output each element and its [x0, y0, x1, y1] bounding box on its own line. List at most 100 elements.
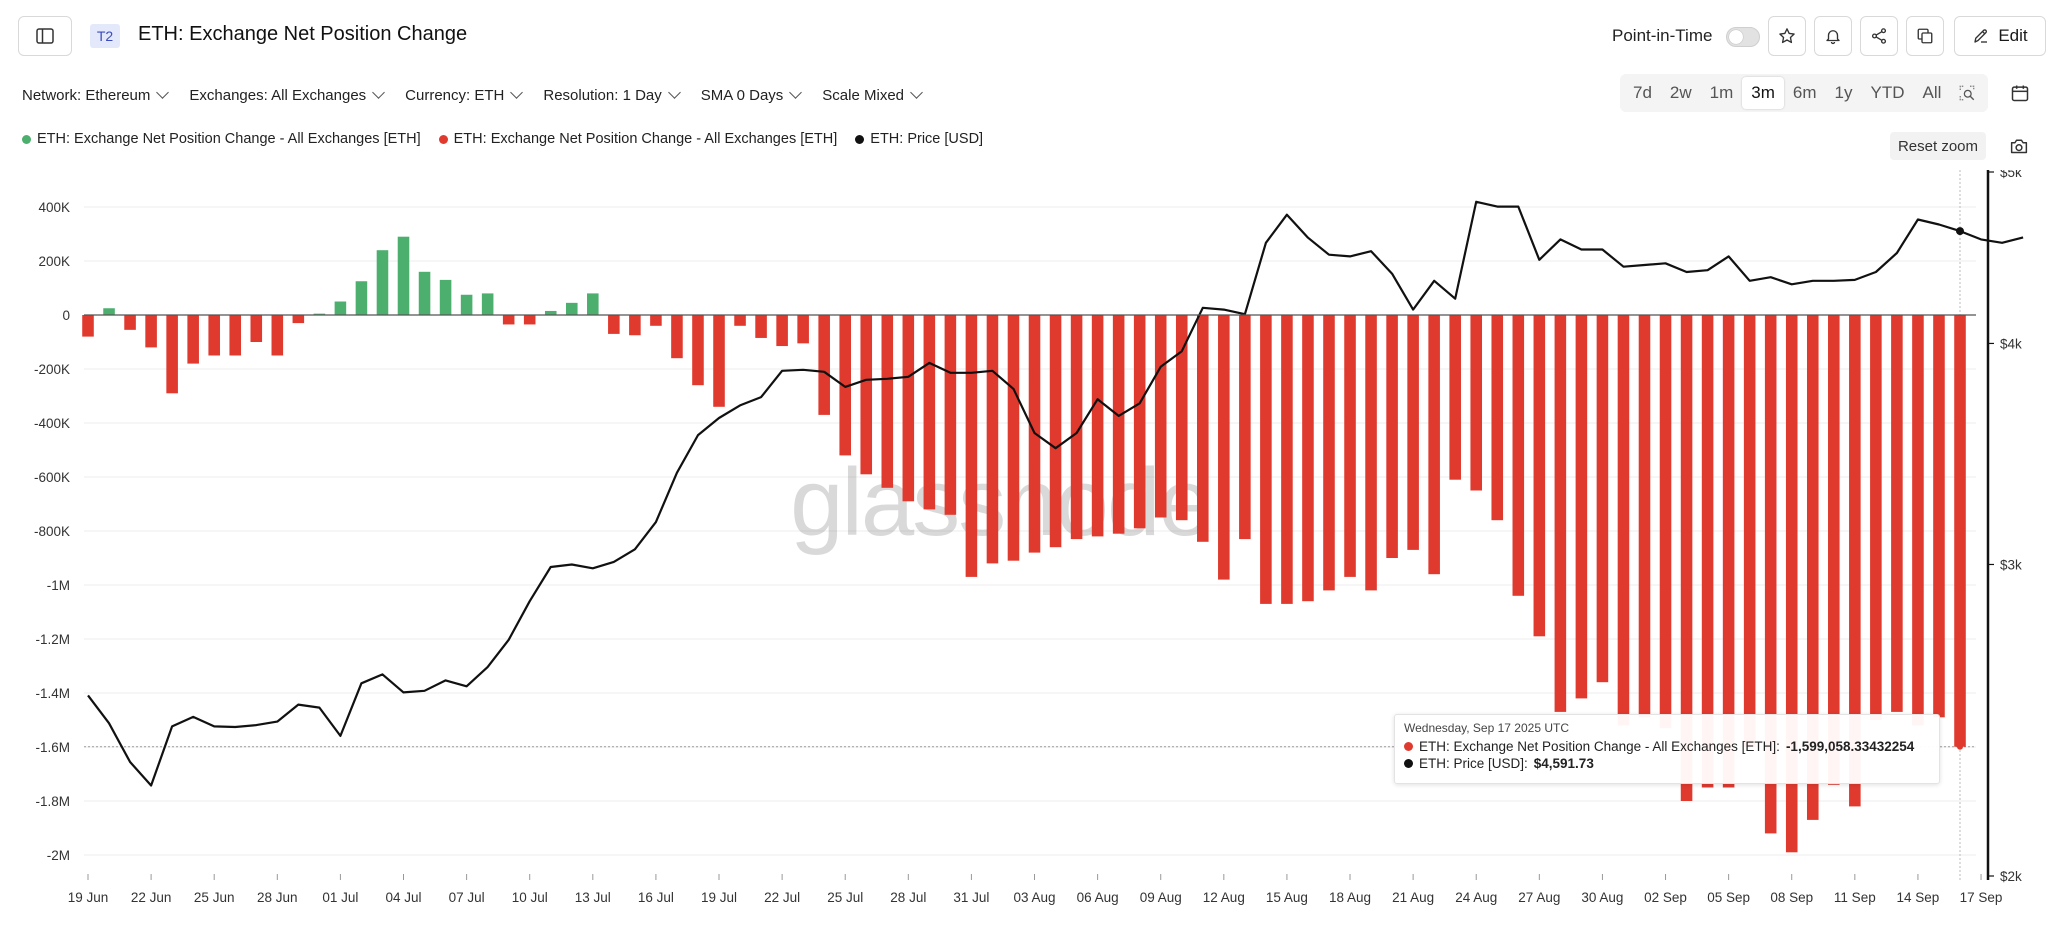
currency-dropdown-label: Currency: ETH — [405, 86, 505, 104]
alert-button[interactable] — [1814, 16, 1852, 56]
y-tick-label: -800K — [34, 524, 70, 539]
bar — [986, 315, 999, 564]
bar — [692, 315, 704, 386]
bar — [208, 315, 220, 356]
range-1y[interactable]: 1y — [1834, 83, 1853, 102]
chart-tooltip: Wednesday, Sep 17 2025 UTC ETH: Exchange… — [1394, 714, 1940, 784]
range-all[interactable]: All — [1922, 83, 1942, 102]
x-tick-label: 19 Jul — [701, 890, 737, 905]
screenshot-button[interactable] — [2006, 134, 2032, 158]
bar — [1870, 315, 1882, 720]
bar — [587, 293, 599, 315]
tooltip-value: $4,591.73 — [1533, 756, 1594, 771]
x-tick-label: 08 Sep — [1770, 890, 1813, 905]
resolution-dropdown-label: Resolution: 1 Day — [543, 86, 662, 104]
sidebar-toggle-button[interactable] — [18, 16, 72, 56]
bar — [1596, 315, 1609, 683]
x-tick-label: 16 Jul — [638, 890, 674, 905]
x-tick-label: 22 Jul — [764, 890, 800, 905]
bar — [250, 315, 263, 342]
chevron-down-icon — [372, 86, 386, 99]
x-tick-label: 02 Sep — [1644, 890, 1687, 905]
bar — [1828, 315, 1840, 785]
y-tick-label: -1.2M — [35, 632, 70, 647]
legend-item-inflow[interactable]: ETH: Exchange Net Position Change - All … — [22, 131, 421, 147]
resolution-dropdown[interactable]: Resolution: 1 Day — [543, 84, 681, 106]
tooltip-label: ETH: Exchange Net Position Change - All … — [1419, 739, 1780, 754]
bar — [502, 315, 515, 325]
bar — [1743, 315, 1756, 747]
y-tick-label: -2M — [47, 848, 70, 863]
range-3m[interactable]: 3m — [1742, 77, 1784, 109]
tooltip-label: ETH: Price [USD]: — [1419, 756, 1528, 771]
currency-dropdown[interactable]: Currency: ETH — [405, 84, 524, 106]
price-line — [87, 200, 2024, 787]
bar — [1218, 315, 1230, 580]
x-tick-label: 01 Jul — [322, 890, 358, 905]
legend-dot — [438, 134, 448, 144]
x-tick-label: 05 Sep — [1707, 890, 1750, 905]
bar — [923, 315, 936, 510]
bar — [292, 315, 305, 324]
bar — [860, 315, 873, 475]
bar — [1449, 315, 1461, 480]
zoom-select-button[interactable] — [1950, 78, 1984, 108]
range-6m[interactable]: 6m — [1792, 83, 1817, 102]
bar — [1933, 315, 1945, 718]
calendar-button[interactable] — [2000, 74, 2040, 112]
bar — [1007, 315, 1020, 561]
bar — [1428, 315, 1440, 575]
bar — [1049, 315, 1062, 548]
bar — [418, 271, 431, 315]
sma-dropdown-label: SMA 0 Days — [700, 86, 784, 104]
bar — [1407, 315, 1419, 550]
bar — [776, 315, 788, 347]
bar — [124, 315, 136, 330]
edit-button[interactable]: Edit — [1954, 16, 2046, 56]
bar — [1323, 315, 1335, 591]
bar — [1239, 315, 1251, 540]
bar — [797, 315, 809, 344]
legend-item-outflow[interactable]: ETH: Exchange Net Position Change - All … — [438, 131, 838, 147]
legend-item-price[interactable]: ETH: Price [USD] — [855, 131, 983, 147]
chevron-down-icon — [510, 86, 524, 99]
duplicate-button[interactable] — [1906, 16, 1944, 56]
y-tick-label: -1.8M — [35, 794, 70, 809]
chart-area[interactable]: glassnode 400K 200K 0 -200K -400K -600K -800K -… — [0, 170, 2048, 932]
point-in-time-toggle[interactable] — [1726, 27, 1760, 47]
bar — [1365, 315, 1377, 591]
range-2w[interactable]: 2w — [1669, 83, 1692, 102]
exchanges-dropdown[interactable]: Exchanges: All Exchanges — [189, 84, 386, 106]
bar — [229, 315, 242, 356]
y-tick-label: -400K — [34, 416, 70, 431]
y-tick-label: -1M — [47, 578, 70, 593]
share-button[interactable] — [1860, 16, 1898, 56]
x-tick-label: 11 Sep — [1834, 890, 1876, 905]
scale-dropdown[interactable]: Scale Mixed — [822, 84, 923, 106]
bar — [355, 281, 368, 315]
x-tick-label: 28 Jun — [257, 890, 298, 905]
range-7d[interactable]: 7d — [1633, 83, 1652, 102]
legend-label: ETH: Exchange Net Position Change - All … — [453, 131, 838, 147]
favorite-button[interactable] — [1768, 16, 1806, 56]
bar — [1954, 315, 1966, 747]
chevron-down-icon — [156, 86, 170, 99]
reset-zoom-button[interactable]: Reset zoom — [1890, 132, 1986, 160]
bar — [544, 310, 557, 315]
range-ytd[interactable]: YTD — [1870, 83, 1905, 102]
network-dropdown[interactable]: Network: Ethereum — [22, 84, 170, 106]
bar — [713, 315, 725, 407]
pencil-icon — [1974, 29, 1988, 43]
copy-icon — [1917, 28, 1933, 44]
sma-dropdown[interactable]: SMA 0 Days — [700, 84, 803, 106]
range-1m[interactable]: 1m — [1709, 83, 1734, 102]
bar — [1806, 315, 1819, 820]
bar — [271, 315, 284, 356]
bar — [1281, 315, 1293, 604]
bar — [1512, 315, 1525, 596]
share-icon — [1871, 28, 1887, 44]
tooltip-dot — [1404, 759, 1413, 768]
bar — [902, 315, 915, 502]
bar — [1701, 315, 1714, 788]
bar — [103, 308, 115, 315]
